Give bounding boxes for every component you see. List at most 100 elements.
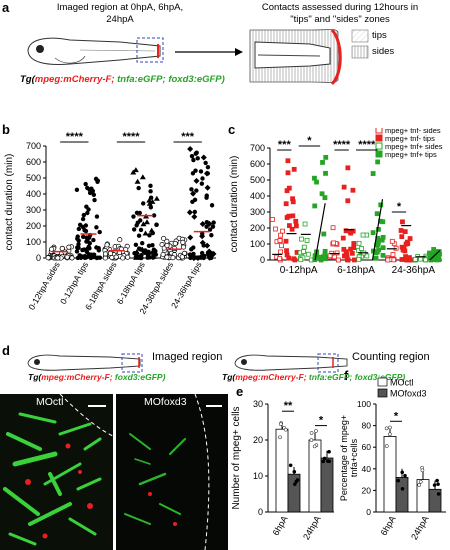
- point-c: [322, 252, 328, 257]
- point-f: [384, 444, 389, 448]
- point-b: [75, 234, 80, 239]
- larva-left: [27, 353, 143, 373]
- point-b: [146, 200, 153, 206]
- point-c: [319, 191, 325, 197]
- sig-label-f: *: [394, 410, 399, 422]
- legend-label-c: mpeg+ tnf+ tips: [385, 150, 437, 159]
- genotype-a: Tg(mpeg:mCherry-F; tnfa:eGFP; foxd3:eGFP…: [20, 74, 225, 85]
- point-b: [92, 197, 97, 203]
- point-b: [74, 187, 80, 192]
- fin-magnified: [249, 28, 342, 86]
- point-b: [133, 242, 139, 247]
- micrograph-moctl: [0, 394, 113, 550]
- point-b: [82, 227, 87, 233]
- ytick-label-f: 100: [357, 399, 371, 409]
- point-b: [138, 227, 144, 233]
- ylabel-f-line1: Percentage of mpeg+: [339, 415, 349, 501]
- point-c: [334, 250, 340, 256]
- point-b: [172, 240, 178, 247]
- point-b: [91, 192, 97, 198]
- point-f: [420, 468, 425, 473]
- contacts-caption-line2: "tips" and "sides" zones: [290, 14, 390, 25]
- point-b: [80, 234, 86, 240]
- point-f: [432, 483, 437, 487]
- sig-label-c: *: [397, 201, 402, 213]
- point-b: [199, 250, 205, 256]
- legend-label-f: MOfoxd3: [390, 389, 427, 399]
- point-c: [330, 225, 336, 231]
- point-e: [309, 438, 314, 442]
- point-b: [94, 255, 99, 261]
- point-c: [345, 165, 351, 171]
- point-c: [284, 248, 289, 254]
- point-c: [370, 171, 376, 176]
- point-c: [400, 219, 405, 225]
- point-b: [97, 229, 102, 235]
- point-c: [277, 238, 283, 243]
- point-b: [83, 181, 88, 187]
- point-b: [211, 220, 216, 225]
- point-c: [291, 166, 297, 172]
- point-b: [133, 249, 140, 255]
- larva-right: [234, 353, 348, 373]
- sig-label-e: *: [319, 415, 324, 427]
- point-b: [120, 255, 126, 261]
- panel-d-larvae: [27, 353, 348, 373]
- ylabel-f-line2: tnfa+cells: [349, 438, 359, 477]
- point-c: [285, 158, 291, 164]
- point-b: [189, 187, 194, 192]
- genotype-left-prefix: Tg(: [28, 372, 42, 382]
- point-b: [64, 254, 70, 260]
- point-b: [117, 237, 123, 243]
- panel-label-d: d: [2, 343, 10, 358]
- point-b: [69, 255, 75, 261]
- point-b: [193, 151, 198, 156]
- point-b: [141, 248, 146, 254]
- point-b: [153, 195, 160, 201]
- point-c: [398, 228, 404, 233]
- mofoxd3-green-cells: [124, 433, 186, 525]
- point-c: [390, 252, 396, 258]
- moctl-red-cells: [25, 443, 93, 539]
- point-e: [292, 482, 297, 487]
- point-c: [350, 187, 356, 193]
- point-c: [380, 252, 386, 258]
- point-b: [59, 245, 65, 252]
- point-b: [190, 190, 197, 197]
- chart-b: 0 100 200 300 400 500 600 700 contact duration (…: [4, 131, 217, 316]
- imaged-caption-line1: Imaged region at 0hpA, 6hpA,: [56, 2, 184, 13]
- sig-label-b: ****: [122, 131, 140, 143]
- point-b: [198, 169, 204, 174]
- point-b: [86, 235, 92, 240]
- point-b: [199, 231, 205, 236]
- point-c: [298, 257, 304, 263]
- genotype-mpeg: mpeg:mCherry-F;: [34, 74, 115, 85]
- point-c: [360, 232, 366, 238]
- ytick-label-c: 600: [250, 159, 265, 169]
- point-c: [273, 226, 278, 232]
- bar-e: [287, 473, 301, 513]
- genotype-tnfa: tnfa:eGFP;: [114, 74, 166, 85]
- genotype-right-prefix: Tg(: [222, 372, 236, 382]
- point-b: [85, 238, 90, 244]
- genotype-right-tnfa: tnfa:eGFP;: [306, 372, 353, 382]
- point-b: [209, 203, 215, 208]
- point-b: [96, 246, 101, 251]
- point-b: [192, 209, 197, 215]
- point-b: [187, 234, 194, 241]
- bar-e: [275, 428, 289, 513]
- point-b: [199, 181, 205, 186]
- point-b: [161, 235, 167, 242]
- point-b: [113, 254, 119, 260]
- point-c: [407, 236, 413, 241]
- point-c: [374, 211, 380, 217]
- label-moctl: MOctl: [36, 396, 64, 408]
- legend-tips-label: tips: [372, 30, 387, 41]
- ytick-label-b: 0: [36, 253, 41, 263]
- genotype-left-mpeg: mpeg:mCherry-F;: [41, 372, 113, 382]
- point-b: [148, 205, 154, 210]
- point-c: [312, 175, 317, 181]
- point-b: [146, 243, 152, 249]
- point-b: [84, 204, 89, 209]
